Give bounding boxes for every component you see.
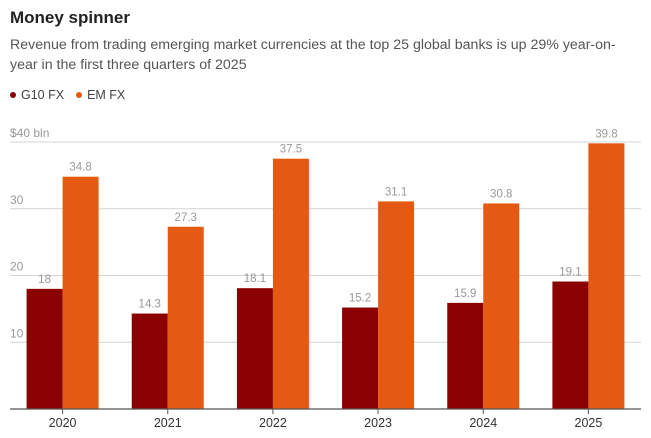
x-tick-label: 2024	[469, 416, 497, 430]
bar-g10	[26, 288, 63, 409]
x-tick-label: 2025	[575, 416, 603, 430]
bar-em	[588, 143, 625, 409]
data-label: 27.3	[175, 212, 197, 224]
legend-swatch-em	[76, 92, 83, 98]
legend-item-g10: G10 FX	[10, 88, 64, 102]
y-tick-label: $40 bln	[10, 126, 49, 140]
data-label: 30.8	[490, 188, 512, 200]
data-label: 19.1	[559, 267, 581, 279]
x-tick-label: 2022	[259, 416, 287, 430]
chart-subtitle: Revenue from trading emerging market cur…	[10, 37, 616, 73]
bar-g10	[552, 281, 589, 409]
chart-title: Money spinner	[10, 8, 130, 27]
x-tick-label: 2020	[49, 416, 77, 430]
data-label: 15.9	[454, 288, 476, 300]
bar-em	[62, 176, 99, 409]
bar-g10	[342, 307, 379, 409]
bar-em	[378, 201, 415, 409]
data-label: 37.5	[280, 144, 302, 156]
bar-g10	[236, 288, 273, 409]
legend-swatch-g10	[10, 92, 16, 98]
bar-g10	[447, 302, 484, 409]
legend-item-em: EM FX	[76, 88, 125, 102]
x-tick-label: 2023	[364, 416, 392, 430]
bar-em	[272, 158, 309, 409]
data-label: 34.8	[69, 162, 91, 174]
y-tick-label: 30	[10, 193, 24, 207]
data-label: 15.2	[349, 293, 371, 305]
data-label: 18	[38, 274, 51, 286]
data-label: 39.8	[595, 128, 617, 140]
y-tick-label: 10	[10, 326, 24, 340]
data-label: 14.3	[139, 299, 161, 311]
data-label: 18.1	[244, 273, 266, 285]
legend-label-em: EM FX	[87, 88, 126, 102]
legend: G10 FX EM FX	[10, 88, 137, 102]
y-tick-label: 20	[10, 260, 24, 274]
bar-em	[167, 226, 204, 409]
legend-label-g10: G10 FX	[21, 88, 65, 102]
x-tick-label: 2021	[154, 416, 182, 430]
bar-g10	[131, 313, 168, 409]
bar-em	[483, 203, 520, 409]
data-label: 31.1	[385, 186, 407, 198]
